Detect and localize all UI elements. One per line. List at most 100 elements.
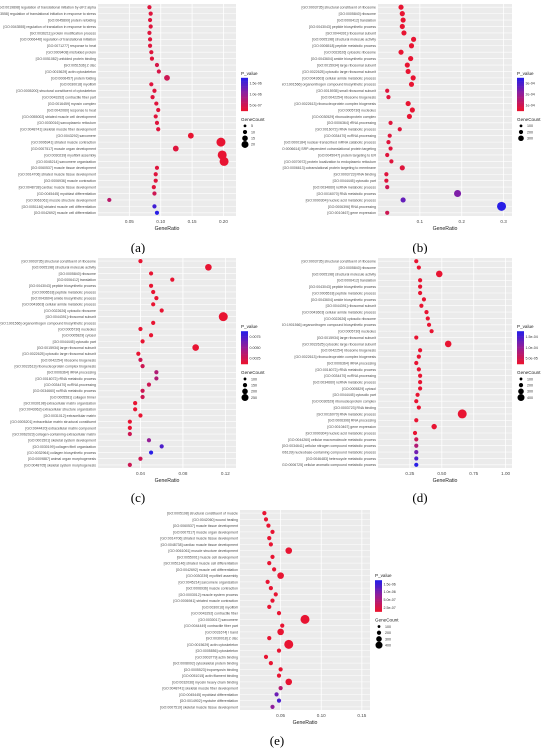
legend-color-bar-segment: [517, 352, 524, 355]
data-point: [277, 572, 284, 579]
dot-plot-d: 0.25 0.50 0.75 1.00 GeneRatio [GO:0003735] st…: [282, 258, 541, 484]
y-tick-label: [GO:0044445] cytosolic part: [333, 179, 376, 183]
data-point: [411, 36, 417, 42]
legend-color-bar-segment: [375, 580, 382, 583]
data-point: [154, 210, 160, 215]
y-tick-label: [GO:0042254] ribosome biogenesis: [41, 358, 96, 362]
y-tick-label: [GO:0015934] large ribosomal subunit: [317, 63, 376, 67]
data-point: [164, 74, 170, 81]
legend-size-tick: 5: [251, 124, 253, 128]
x-axis-title: GeneRatio: [433, 478, 458, 484]
y-tick-label: [GO:0016070] RNA metabolic process: [317, 192, 377, 196]
y-tick-label: [GO:0043062] extracellular structure org…: [20, 408, 97, 412]
y-tick-label: [GO:0045445] myoblast differentiation: [37, 192, 96, 196]
legend-color-bar-segment: [241, 360, 248, 363]
y-tick-label: [GO:0014706] striated muscle tissue deve…: [160, 537, 238, 541]
y-tick-label: [GO:0034641] cellular nitrogen compound …: [282, 444, 376, 448]
y-tick-label: [GO:0034470] ncRNA processing: [324, 374, 376, 378]
data-point: [421, 297, 427, 302]
y-tick-label: [GO:0044445] cytosolic part: [333, 393, 376, 397]
legend-color-bar-segment: [517, 109, 524, 112]
data-point: [277, 628, 284, 636]
y-tick-label: [GO:0043603] cellular amide metabolic pr…: [302, 310, 376, 314]
legend-size-tick: 300: [527, 390, 533, 394]
x-tick-label: 0.05: [276, 713, 285, 718]
y-tick-label: [GO:0019898] regulation of translational…: [0, 6, 96, 10]
y-tick-label: [GO:0006614] SRP-dependent cotranslation…: [282, 147, 376, 151]
data-point: [388, 146, 393, 151]
legend-color-bar-segment: [241, 89, 248, 92]
y-tick-label: [GO:0044449] contractile fiber part: [184, 624, 238, 628]
y-tick-label: [GO:0030016] myofibril: [202, 605, 238, 609]
y-tick-label: [GO:0015629] actin cytoskeleton: [45, 70, 96, 74]
dot-plot-a: 0.05 0.10 0.15 0.20 GeneRatio [GO:0019898] re…: [0, 4, 265, 232]
y-tick-label: [GO:0015934] large ribosomal subunit: [317, 336, 376, 340]
y-tick-label: [GO:0030016] sarcoplasmic reticulum: [37, 121, 96, 125]
x-tick-label: 0.10: [317, 713, 326, 718]
y-tick-label: [GO:0009887] animal organ morphogenesis: [28, 457, 96, 461]
legend-size-circle: [518, 129, 524, 135]
y-tick-label: [GO:0006613] cotranslational protein tar…: [283, 166, 376, 170]
legend-color-bar-segment: [517, 359, 524, 361]
data-point: [409, 107, 415, 113]
legend-color-bar-segment: [241, 95, 248, 98]
data-point: [408, 81, 415, 87]
data-point: [147, 17, 153, 23]
legend-size-circle: [241, 394, 249, 402]
legend-color-tick: 5.0e-07: [384, 598, 396, 602]
data-point: [138, 258, 143, 264]
data-point: [414, 399, 419, 404]
data-point: [267, 536, 272, 541]
y-tick-label: [GO:0048741] skeletal muscle fiber devel…: [20, 128, 96, 132]
legend-color-tick: 2.5e-07: [384, 606, 396, 610]
x-tick-label: 0.08: [178, 471, 187, 476]
y-tick-label: [GO:0003735] structural constituent of r…: [21, 259, 96, 263]
y-tick-label: [GO:0042254] ribosome biogenesis: [321, 349, 376, 353]
data-point: [270, 598, 275, 603]
y-tick-label: [GO:0042060] wound healing: [192, 518, 238, 522]
data-point: [418, 278, 423, 283]
legend-size-tick: 20: [251, 143, 255, 147]
legend-size-tick: 400: [527, 396, 533, 400]
legend-size-tick: 300: [385, 637, 391, 641]
data-point: [414, 437, 419, 442]
legend-color-bar-segment: [375, 589, 382, 592]
y-tick-label: [GO:0016072] rRNA metabolic process: [315, 368, 376, 372]
data-point: [148, 283, 154, 288]
data-point: [272, 567, 277, 572]
legend-color-bar-segment: [517, 342, 524, 345]
x-tick-label: 0.3: [500, 219, 507, 224]
y-tick-label: [GO:0043604] amide biosynthetic process: [311, 298, 376, 302]
legend-color-bar-segment: [517, 102, 524, 105]
data-point: [149, 50, 154, 55]
y-tick-label: [GO:0005730] nucleolus: [338, 108, 376, 112]
legend-size-circle: [242, 135, 248, 142]
legend-color-bar-segment: [241, 105, 248, 108]
x-tick-label: 0.10: [156, 219, 165, 224]
data-point: [140, 394, 145, 400]
data-point: [431, 423, 437, 430]
y-tick-label: [GO:0048741] skeletal muscle fiber devel…: [162, 687, 238, 691]
y-tick-label: [GO:0055002] striated muscle cell develo…: [22, 115, 96, 119]
data-point: [385, 184, 390, 190]
y-tick-label: [GO:0090304] nucleic acid metabolic proc…: [306, 431, 377, 435]
legend-color-bar-segment: [517, 81, 524, 84]
data-point: [404, 62, 410, 68]
legend-size-circle: [377, 625, 381, 628]
legend-size-tick: 100: [527, 124, 533, 128]
data-point: [426, 322, 432, 327]
x-tick-label: 0.75: [469, 471, 478, 476]
dot-plot-e: 0.05 0.10 0.15 GeneRatio [GO:0005198] struct…: [160, 510, 399, 726]
legend-color-bar-segment: [517, 84, 524, 87]
legend-color-bar-segment: [517, 99, 524, 102]
data-point: [405, 100, 411, 107]
data-point: [412, 430, 418, 436]
data-point: [406, 113, 412, 120]
y-tick-label: [GO:0043292] contractile fiber part: [42, 96, 96, 100]
data-point: [424, 309, 429, 315]
data-point: [408, 56, 414, 62]
legend-size-tick: 400: [385, 643, 391, 647]
y-tick-label: [GO:0016072] rRNA metabolic process: [315, 128, 376, 132]
data-point: [267, 561, 272, 566]
y-tick-label: [GO:0005730] nucleolus: [58, 327, 96, 331]
